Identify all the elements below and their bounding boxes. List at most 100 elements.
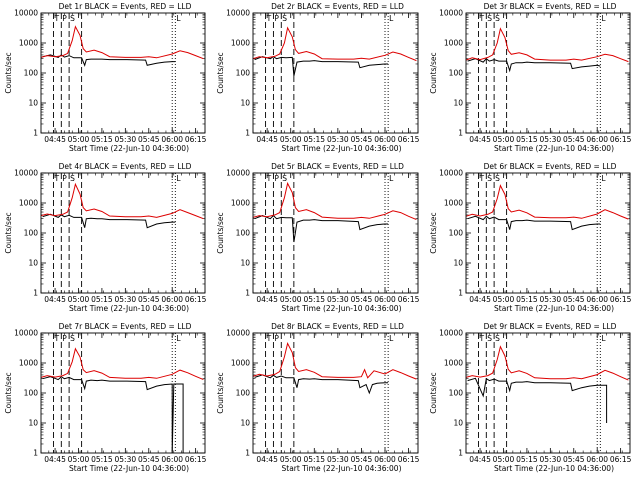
- y-tick-label: 1000: [444, 359, 463, 368]
- x-tick-label: 04:45: [44, 455, 66, 464]
- x-tick-label: 05:30: [540, 455, 562, 464]
- chart-panel: Det 9r BLACK = Events, RED = LLD Counts/s…: [429, 322, 632, 473]
- plot-frame: [252, 332, 419, 454]
- x-axis-label: Start Time (22-Jun-10 04:36:00): [69, 464, 189, 473]
- event-marker-label: P: [62, 174, 67, 183]
- series-line-red: [252, 181, 417, 221]
- chart-panel: Det 4r BLACK = Events, RED = LLD Counts/s…: [4, 162, 207, 313]
- x-tick-label: 05:45: [351, 455, 373, 464]
- series-line-red: [252, 26, 417, 62]
- chart-title: Det 3r BLACK = Events, RED = LLD: [484, 2, 617, 11]
- x-tick-label: 05:30: [327, 295, 349, 304]
- x-tick-label: 06:00: [374, 455, 396, 464]
- x-tick-label: 05:15: [91, 455, 113, 464]
- y-tick-label: 10000: [14, 169, 38, 178]
- x-tick-label: 05:15: [91, 295, 113, 304]
- event-marker-label: L: [389, 14, 394, 23]
- x-tick-label: 05:45: [138, 295, 160, 304]
- event-marker-label: L: [176, 14, 181, 23]
- x-tick-label: 05:15: [303, 455, 325, 464]
- series-line-black: [254, 374, 389, 395]
- y-tick-label: 100: [24, 389, 39, 398]
- series-line-black: [42, 213, 176, 229]
- event-marker-label: P: [274, 174, 279, 183]
- y-tick-label: 100: [24, 229, 39, 238]
- event-marker-label: L: [601, 334, 606, 343]
- y-tick-label: 1: [33, 449, 38, 458]
- event-marker-label: T: [478, 14, 484, 23]
- y-tick-label: 100: [449, 389, 464, 398]
- x-tick-label: 05:30: [540, 135, 562, 144]
- event-marker-label: T: [478, 174, 484, 183]
- event-marker-label: P: [62, 14, 67, 23]
- y-tick-label: 10: [240, 419, 250, 428]
- x-tick-label: 06:15: [610, 135, 632, 144]
- event-marker-label: L: [601, 14, 606, 23]
- y-tick-label: 1: [458, 449, 463, 458]
- y-tick-label: 10000: [14, 9, 38, 18]
- x-tick-label: 04:45: [256, 135, 278, 144]
- event-marker-label: S: [487, 14, 492, 23]
- x-tick-label: 04:45: [469, 135, 491, 144]
- event-marker-label: L: [389, 334, 394, 343]
- x-tick-label: 06:00: [161, 295, 183, 304]
- y-tick-label: 1: [33, 289, 38, 298]
- y-tick-label: 10000: [439, 9, 463, 18]
- chart-title: Det 6r BLACK = Events, RED = LLD: [484, 162, 617, 171]
- event-marker-label: T: [53, 174, 59, 183]
- x-axis-label: Start Time (22-Jun-10 04:36:00): [282, 144, 402, 153]
- x-axis-label: Start Time (22-Jun-10 04:36:00): [69, 144, 189, 153]
- chart-panel: Det 3r BLACK = Events, RED = LLD Counts/s…: [429, 2, 632, 153]
- event-marker-label: P: [274, 14, 279, 23]
- series-line-red: [40, 347, 204, 381]
- chart-title: Det 9r BLACK = Events, RED = LLD: [484, 322, 617, 331]
- chart-title: Det 1r BLACK = Events, RED = LLD: [59, 2, 192, 11]
- series-line-red: [40, 25, 204, 60]
- x-tick-label: 06:00: [161, 455, 183, 464]
- x-tick-label: 05:30: [327, 135, 349, 144]
- x-axis-label: Start Time (22-Jun-10 04:36:00): [494, 464, 614, 473]
- event-marker-label: S: [282, 174, 287, 183]
- event-marker-label: S: [70, 334, 75, 343]
- series-line-black: [42, 376, 184, 454]
- plot-frame: [465, 332, 631, 454]
- chart-title: Det 2r BLACK = Events, RED = LLD: [271, 2, 404, 11]
- x-tick-label: 05:15: [303, 135, 325, 144]
- series-line-red: [465, 184, 629, 220]
- chart-title: Det 5r BLACK = Events, RED = LLD: [271, 162, 404, 171]
- event-marker-label: L: [176, 174, 181, 183]
- y-tick-label: 1000: [19, 359, 38, 368]
- x-tick-label: 05:00: [68, 455, 90, 464]
- series-line-black: [254, 214, 389, 243]
- x-tick-label: 04:45: [44, 135, 66, 144]
- chart-panel: Det 7r BLACK = Events, RED = LLD Counts/s…: [4, 322, 207, 473]
- chart-panel: Det 8r BLACK = Events, RED = LLD Counts/s…: [216, 322, 420, 473]
- plot-frame: [40, 172, 206, 294]
- x-tick-label: 06:00: [374, 295, 396, 304]
- x-axis-label: Start Time (22-Jun-10 04:36:00): [494, 144, 614, 153]
- event-marker-label: S: [487, 174, 492, 183]
- y-tick-label: 100: [236, 69, 251, 78]
- x-tick-label: 05:30: [540, 295, 562, 304]
- x-tick-label: 05:45: [563, 455, 585, 464]
- y-tick-label: 1000: [231, 39, 250, 48]
- y-tick-label: 10000: [14, 329, 38, 338]
- plot-frame: [252, 172, 419, 294]
- chart-panel: Det 6r BLACK = Events, RED = LLD Counts/s…: [429, 162, 632, 313]
- y-tick-label: 1: [245, 449, 250, 458]
- event-marker-label: L: [389, 174, 394, 183]
- x-tick-label: 04:45: [469, 455, 491, 464]
- x-tick-label: 06:00: [586, 135, 608, 144]
- event-marker-label: S: [70, 14, 75, 23]
- y-tick-label: 100: [236, 389, 251, 398]
- y-tick-label: 1000: [19, 199, 38, 208]
- plot-frame: [40, 12, 206, 134]
- y-tick-label: 10000: [439, 169, 463, 178]
- x-tick-label: 06:15: [185, 455, 207, 464]
- x-tick-label: 05:30: [115, 135, 137, 144]
- y-tick-label: 10: [453, 419, 463, 428]
- y-tick-label: 100: [449, 69, 464, 78]
- y-tick-label: 1: [458, 129, 463, 138]
- x-tick-label: 06:15: [398, 295, 420, 304]
- x-tick-label: 05:30: [115, 455, 137, 464]
